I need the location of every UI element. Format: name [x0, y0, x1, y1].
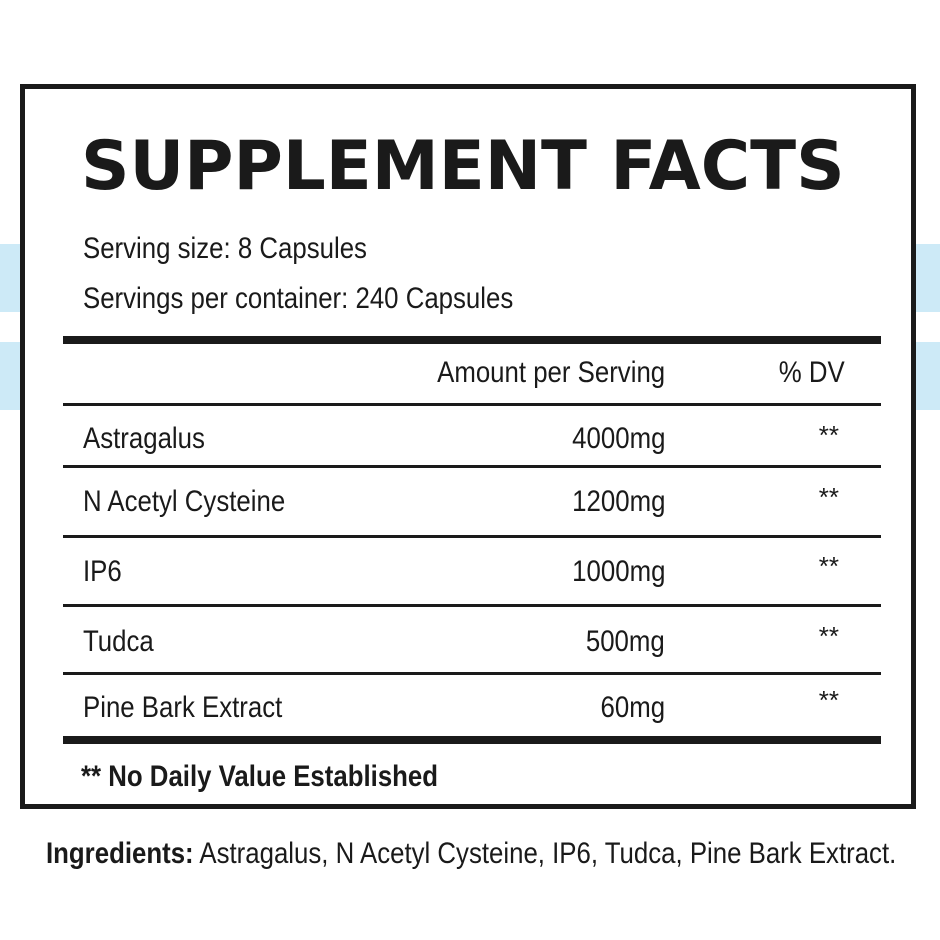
ingredient-dv: **: [818, 551, 839, 581]
header-amount: Amount per Serving: [436, 356, 665, 389]
row-divider: [63, 465, 881, 468]
ingredients-line: Ingredients: Astragalus, N Acetyl Cystei…: [46, 836, 896, 872]
ingredient-name: Astragalus: [83, 422, 205, 455]
ingredient-name: Tudca: [83, 625, 154, 658]
ingredient-name: IP6: [83, 555, 122, 588]
header-dv: % DV: [779, 356, 845, 389]
panel-title: SUPPLEMENT FACTS: [81, 127, 845, 206]
footer-divider: [63, 736, 881, 744]
ingredient-name: Pine Bark Extract: [83, 691, 283, 724]
ingredient-amount: 1200mg: [571, 485, 665, 518]
row-divider: [63, 403, 881, 406]
ingredient-amount: 1000mg: [571, 555, 665, 588]
ingredients-text: Astragalus, N Acetyl Cysteine, IP6, Tudc…: [193, 837, 897, 870]
row-divider: [63, 535, 881, 538]
ingredient-dv: **: [818, 621, 839, 651]
serving-size: Serving size: 8 Capsules: [83, 232, 367, 265]
footnote: ** No Daily Value Established: [81, 760, 439, 793]
ingredient-dv: **: [818, 420, 839, 450]
ingredients-label: Ingredients:: [46, 837, 194, 870]
row-divider: [63, 604, 881, 607]
ingredient-dv: **: [818, 482, 839, 512]
ingredient-name: N Acetyl Cysteine: [83, 485, 286, 518]
header-divider: [63, 336, 881, 344]
row-divider: [63, 672, 881, 675]
supplement-facts-panel: SUPPLEMENT FACTS Serving size: 8 Capsule…: [20, 84, 916, 809]
ingredient-amount: 60mg: [600, 691, 665, 724]
ingredient-dv: **: [818, 685, 839, 715]
ingredient-amount: 500mg: [586, 625, 665, 658]
ingredient-amount: 4000mg: [571, 422, 665, 455]
servings-per-container: Servings per container: 240 Capsules: [83, 282, 514, 315]
